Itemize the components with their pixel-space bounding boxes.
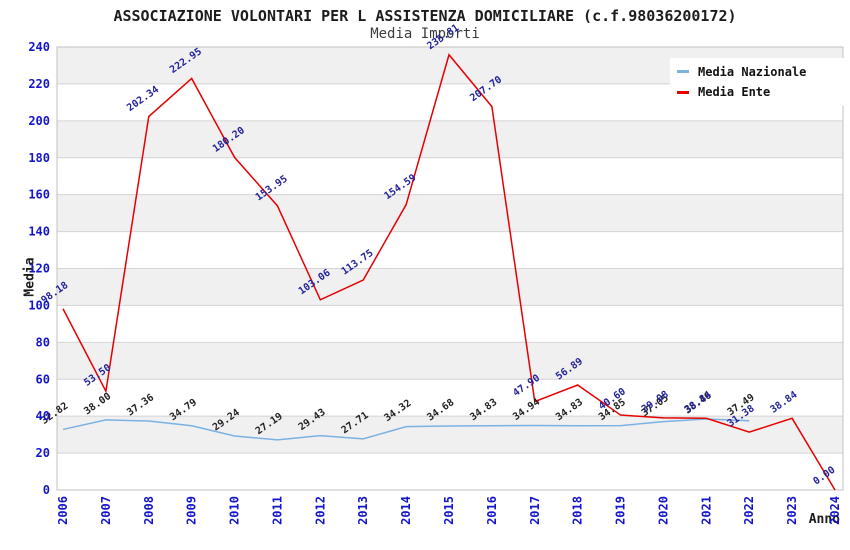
x-tick-label: 2017	[528, 496, 542, 525]
x-tick-label: 2006	[56, 496, 70, 525]
nazionale-line-swatch-icon	[677, 70, 689, 74]
plot-border	[56, 46, 844, 491]
x-tick-label: 2015	[442, 496, 456, 525]
y-tick-label: 60	[36, 372, 50, 386]
plot-band	[57, 268, 843, 306]
y-tick-label: 20	[36, 446, 50, 460]
x-tick-label: 2020	[656, 496, 670, 525]
x-tick-label: 2016	[485, 496, 499, 525]
data-label: 38.00	[82, 391, 113, 417]
y-tick-label: 220	[28, 77, 50, 91]
y-tick-label: 120	[28, 262, 50, 276]
y-tick-label: 200	[28, 114, 50, 128]
data-label: 38.84	[769, 389, 800, 415]
plot-band	[57, 194, 843, 232]
y-tick-label: 160	[28, 188, 50, 202]
x-tick-label: 2008	[142, 496, 156, 525]
x-tick-label: 2013	[356, 496, 370, 525]
data-label: 0.00	[811, 465, 837, 488]
x-axis-title: Anno	[808, 512, 840, 527]
plot-band	[57, 120, 843, 158]
legend-item-media-nazionale: Media Nazionale	[670, 65, 848, 79]
x-tick-label: 2007	[99, 496, 113, 525]
x-tick-label: 2021	[699, 496, 713, 525]
y-tick-label: 0	[43, 483, 50, 497]
x-tick-label: 2022	[742, 496, 756, 525]
plot-band	[57, 342, 843, 380]
data-label: 38.84	[683, 389, 714, 415]
x-tick-label: 2010	[228, 496, 242, 525]
y-tick-label: 180	[28, 151, 50, 165]
chart-subtitle: Media Importi	[370, 26, 480, 42]
x-tick-label: 2014	[399, 496, 413, 525]
chart-title: ASSOCIAZIONE VOLONTARI PER L ASSISTENZA …	[113, 7, 737, 25]
x-tick-label: 2018	[571, 496, 585, 525]
x-tick-label: 2011	[270, 496, 284, 525]
chart-legend: Media Nazionale Media Ente	[670, 58, 848, 106]
y-tick-label: 100	[28, 298, 50, 312]
data-label: 37.36	[125, 392, 156, 418]
x-tick-label: 2009	[185, 496, 199, 525]
y-tick-label: 140	[28, 225, 50, 239]
y-tick-label: 40	[36, 409, 50, 423]
legend-item-media-ente: Media Ente	[670, 85, 848, 99]
x-tick-label: 2019	[614, 496, 628, 525]
x-tick-label: 2012	[313, 496, 327, 525]
legend-label: Media Nazionale	[698, 64, 807, 79]
y-tick-label: 240	[28, 40, 50, 54]
y-tick-label: 80	[36, 335, 50, 349]
plot-band	[57, 416, 843, 454]
series-line-media-ente	[62, 53, 836, 491]
x-tick-label: 2023	[785, 496, 799, 525]
series-line-media-nazionale	[62, 418, 750, 441]
x-tick-label: 2024	[828, 496, 842, 525]
legend-label: Media Ente	[698, 85, 771, 100]
ente-line-swatch-icon	[677, 90, 689, 94]
